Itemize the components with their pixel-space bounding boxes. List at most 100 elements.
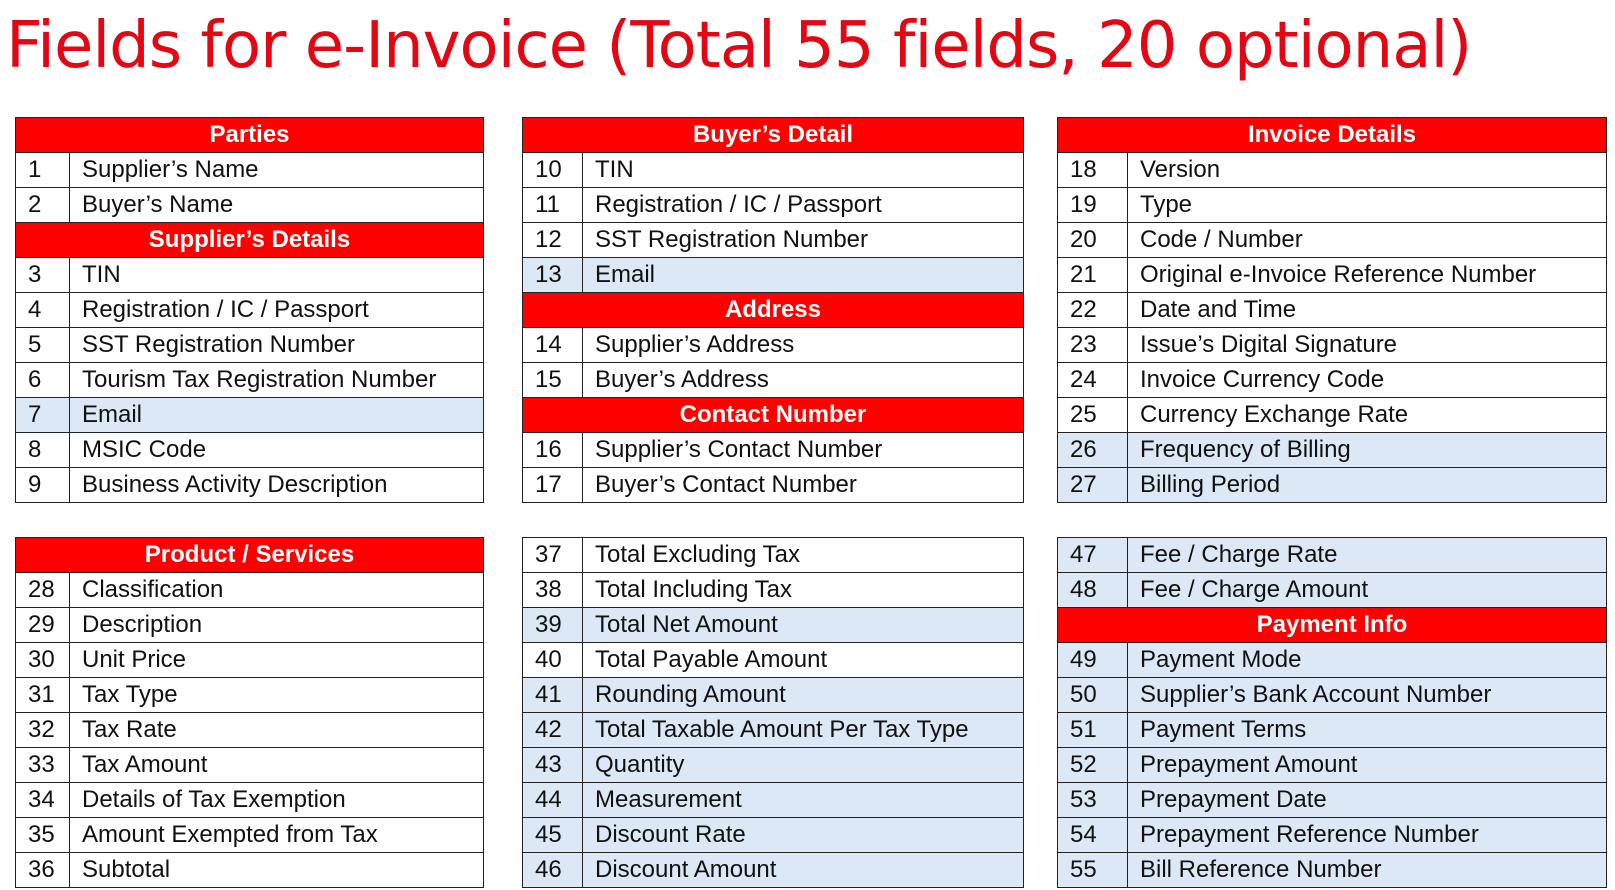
field-row-30: 30 Unit Price	[16, 643, 484, 678]
field-row-50: 50 Supplier’s Bank Account Number	[1058, 678, 1607, 713]
field-label: MSIC Code	[82, 436, 207, 463]
field-number: 47	[1058, 538, 1128, 572]
field-number: 42	[523, 713, 583, 747]
field-label: Discount Amount	[595, 856, 777, 883]
field-row-49: 49 Payment Mode	[1058, 643, 1607, 678]
field-row-42: 42 Total Taxable Amount Per Tax Type	[523, 713, 1024, 748]
field-label: Invoice Currency Code	[1140, 366, 1385, 393]
section-header-contact-number: Contact Number	[523, 398, 1024, 433]
field-label: Rounding Amount	[595, 681, 786, 708]
field-row-45: 45 Discount Rate	[523, 818, 1024, 853]
field-row-20: 20 Code / Number	[1058, 223, 1607, 258]
field-row-8: 8 MSIC Code	[16, 433, 484, 468]
field-row-38: 38 Total Including Tax	[523, 573, 1024, 608]
field-number: 19	[1058, 188, 1128, 222]
field-number: 23	[1058, 328, 1128, 362]
field-number: 5	[16, 328, 70, 362]
field-label: Supplier’s Contact Number	[595, 436, 883, 463]
field-label: Type	[1140, 191, 1193, 218]
field-row-26: 26 Frequency of Billing	[1058, 433, 1607, 468]
field-label: TIN	[595, 156, 634, 183]
section-header-address: Address	[523, 293, 1024, 328]
field-number: 36	[16, 853, 70, 887]
field-row-6: 6 Tourism Tax Registration Number	[16, 363, 484, 398]
field-number: 1	[16, 153, 70, 187]
field-number: 31	[16, 678, 70, 712]
field-row-21: 21 Original e-Invoice Reference Number	[1058, 258, 1607, 293]
field-label: TIN	[82, 261, 121, 288]
field-label: Date and Time	[1140, 296, 1297, 323]
field-row-31: 31 Tax Type	[16, 678, 484, 713]
field-label: Email	[82, 401, 143, 428]
field-label: Unit Price	[82, 646, 187, 673]
field-label: Bill Reference Number	[1140, 856, 1382, 883]
field-number: 32	[16, 713, 70, 747]
table-buyer-address-contact: Buyer’s Detail 10 TIN 11 Registration / IC /…	[522, 117, 1024, 503]
field-label: Quantity	[595, 751, 685, 778]
field-label: Details of Tax Exemption	[82, 786, 346, 813]
table-fees-payment: 47 Fee / Charge Rate 48 Fee / Charge Amount…	[1057, 537, 1607, 888]
field-number: 17	[523, 468, 583, 502]
field-label: Buyer’s Address	[595, 366, 769, 393]
field-number: 9	[16, 468, 70, 502]
field-row-28: 28 Classification	[16, 573, 484, 608]
field-row-40: 40 Total Payable Amount	[523, 643, 1024, 678]
field-number: 20	[1058, 223, 1128, 257]
field-label: Registration / IC / Passport	[82, 296, 369, 323]
field-number: 54	[1058, 818, 1128, 852]
field-row-52: 52 Prepayment Amount	[1058, 748, 1607, 783]
field-number: 38	[523, 573, 583, 607]
field-row-15: 15 Buyer’s Address	[523, 363, 1024, 398]
field-label: SST Registration Number	[82, 331, 355, 358]
field-number: 6	[16, 363, 70, 397]
field-row-14: 14 Supplier’s Address	[523, 328, 1024, 363]
field-number: 28	[16, 573, 70, 607]
field-label: Email	[595, 261, 656, 288]
field-label: Registration / IC / Passport	[595, 191, 882, 218]
section-header-supplier-s-details: Supplier’s Details	[16, 223, 484, 258]
field-number: 24	[1058, 363, 1128, 397]
field-number: 53	[1058, 783, 1128, 817]
field-row-47: 47 Fee / Charge Rate	[1058, 538, 1607, 573]
field-number: 45	[523, 818, 583, 852]
field-label: Total Payable Amount	[595, 646, 828, 673]
field-row-36: 36 Subtotal	[16, 853, 484, 888]
page-title: Fields for e-Invoice (Total 55 fields, 2…	[6, 9, 1472, 83]
field-row-3: 3 TIN	[16, 258, 484, 293]
field-number: 52	[1058, 748, 1128, 782]
field-label: Amount Exempted from Tax	[82, 821, 378, 848]
field-row-18: 18 Version	[1058, 153, 1607, 188]
field-number: 48	[1058, 573, 1128, 607]
field-label: Classification	[82, 576, 224, 603]
field-number: 51	[1058, 713, 1128, 747]
section-header-invoice-details: Invoice Details	[1058, 118, 1607, 153]
field-number: 14	[523, 328, 583, 362]
field-label: SST Registration Number	[595, 226, 868, 253]
section-header-payment-info: Payment Info	[1058, 608, 1607, 643]
field-label: Prepayment Date	[1140, 786, 1327, 813]
field-label: Business Activity Description	[82, 471, 388, 498]
field-label: Total Excluding Tax	[595, 541, 801, 568]
field-label: Total Taxable Amount Per Tax Type	[595, 716, 969, 743]
field-row-39: 39 Total Net Amount	[523, 608, 1024, 643]
field-row-53: 53 Prepayment Date	[1058, 783, 1607, 818]
field-number: 37	[523, 538, 583, 572]
field-row-19: 19 Type	[1058, 188, 1607, 223]
field-row-55: 55 Bill Reference Number	[1058, 853, 1607, 888]
field-number: 43	[523, 748, 583, 782]
field-number: 35	[16, 818, 70, 852]
field-label: Billing Period	[1140, 471, 1281, 498]
field-row-41: 41 Rounding Amount	[523, 678, 1024, 713]
field-label: Code / Number	[1140, 226, 1303, 253]
field-row-54: 54 Prepayment Reference Number	[1058, 818, 1607, 853]
field-label: Measurement	[595, 786, 742, 813]
field-label: Supplier’s Bank Account Number	[1140, 681, 1492, 708]
table-totals: 37 Total Excluding Tax 38 Total Including T…	[522, 537, 1024, 888]
field-number: 39	[523, 608, 583, 642]
field-number: 16	[523, 433, 583, 467]
section-header-product-services: Product / Services	[16, 538, 484, 573]
field-number: 41	[523, 678, 583, 712]
field-row-7: 7 Email	[16, 398, 484, 433]
field-number: 50	[1058, 678, 1128, 712]
field-number: 25	[1058, 398, 1128, 432]
